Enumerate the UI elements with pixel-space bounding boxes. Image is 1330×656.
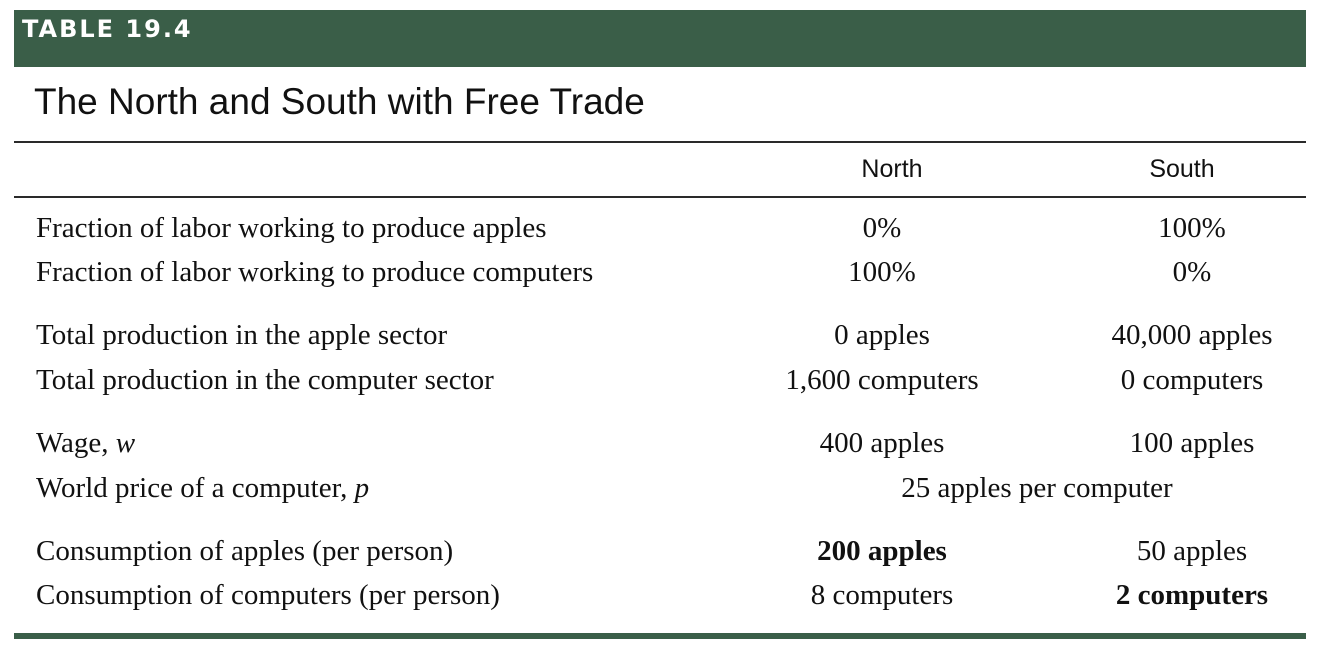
table-row: Total production in the apple sector 0 a… [0, 315, 1330, 355]
table-row: Wage, w 400 apples 100 apples [0, 423, 1330, 463]
north-value: 1,600 computers [785, 364, 979, 396]
table-row: Total production in the computer sector … [0, 360, 1330, 400]
row-label-text: World price of a computer, [36, 472, 355, 504]
north-value: 0% [862, 212, 902, 244]
north-value: 200 apples [817, 535, 947, 567]
table-title: The North and South with Free Trade [34, 81, 645, 122]
shared-value: 25 apples per computer [901, 472, 1173, 504]
south-value: 0 computers [1120, 364, 1264, 396]
column-header-north: North [861, 155, 923, 183]
wage-variable: w [115, 427, 136, 459]
north-value: 100% [848, 256, 916, 288]
south-value: 50 apples [1136, 535, 1248, 567]
south-value: 100% [1158, 212, 1226, 244]
north-value: 400 apples [819, 427, 945, 459]
table-row: Fraction of labor working to produce com… [0, 252, 1330, 292]
row-label: Consumption of apples (per person) [36, 535, 454, 567]
row-label: Fraction of labor working to produce app… [36, 212, 547, 244]
row-label: Wage, w [36, 423, 135, 463]
bottom-rule [14, 633, 1306, 639]
north-value: 0 apples [834, 319, 930, 351]
row-label: Total production in the apple sector [36, 319, 448, 351]
table-row: Fraction of labor working to produce app… [0, 208, 1330, 248]
table-row: Consumption of apples (per person) 200 a… [0, 531, 1330, 571]
table-row: Consumption of computers (per person) 8 … [0, 575, 1330, 615]
south-value: 0% [1172, 256, 1212, 288]
table-number: TABLE 19.4 [22, 15, 193, 43]
row-label: Consumption of computers (per person) [36, 579, 500, 611]
south-value: 2 computers [1115, 579, 1269, 611]
top-rule [14, 141, 1306, 143]
table-row: World price of a computer, p 25 apples p… [0, 468, 1330, 508]
south-value: 40,000 apples [1111, 319, 1273, 351]
row-label: World price of a computer, p [36, 468, 369, 508]
table-header-band [14, 10, 1306, 67]
north-value: 8 computers [810, 579, 954, 611]
south-value: 100 apples [1129, 427, 1255, 459]
column-header-south: South [1149, 155, 1215, 183]
header-rule [14, 196, 1306, 198]
price-variable: p [354, 472, 370, 504]
row-label: Fraction of labor working to produce com… [36, 256, 594, 288]
row-label-text: Wage, [36, 427, 116, 459]
row-label: Total production in the computer sector [36, 364, 494, 396]
